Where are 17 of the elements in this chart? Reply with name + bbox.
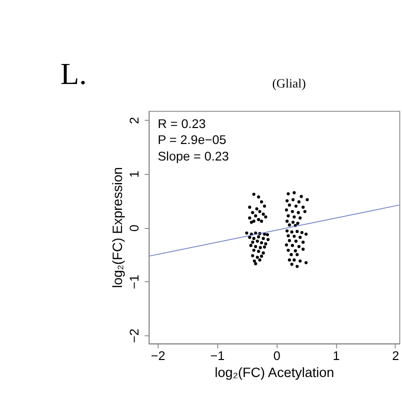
y-tick-label: −2 (127, 328, 142, 343)
y-tick-label: 2 (127, 116, 142, 124)
x-tick-label: −2 (150, 349, 166, 364)
x-tick-label: 1 (332, 349, 340, 364)
text: (Glial) (272, 76, 306, 90)
annotation: P = 2.9e−05 (158, 133, 226, 148)
x-tick-label: 0 (273, 349, 280, 364)
y-tick-label: −1 (127, 274, 142, 290)
y-tick-label: 0 (127, 224, 142, 232)
x-axis-title: log₂(FC) Acetylation (214, 365, 334, 380)
text: L. (60, 56, 87, 91)
annotation: R = 0.23 (158, 116, 206, 131)
x-tick-label: 2 (392, 349, 400, 364)
y-axis-title: log₂(FC) Expression (110, 167, 126, 288)
annotation: Slope = 0.23 (158, 149, 229, 164)
x-tick-label: −1 (210, 349, 225, 364)
y-tick-label: 1 (127, 170, 142, 178)
